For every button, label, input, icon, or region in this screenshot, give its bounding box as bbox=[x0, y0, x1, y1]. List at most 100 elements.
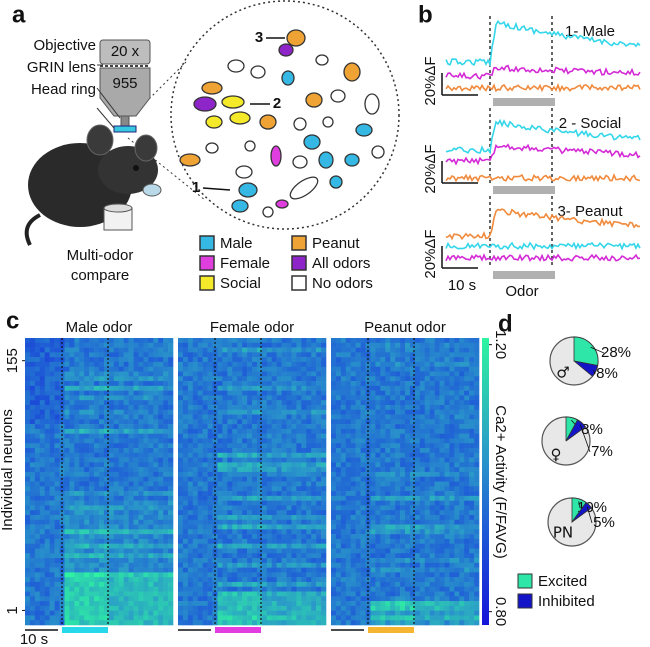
heatmap-cell bbox=[321, 348, 326, 353]
heatmap-cell bbox=[430, 348, 435, 353]
heatmap-cell bbox=[415, 486, 420, 491]
heatmap-cell bbox=[287, 391, 292, 396]
heatmap-cell bbox=[163, 352, 168, 357]
heatmap-cell bbox=[79, 515, 84, 520]
heatmap-cell bbox=[45, 548, 50, 553]
heatmap-cell bbox=[380, 501, 385, 506]
heatmap-cell bbox=[316, 611, 321, 616]
heatmap-cell bbox=[168, 582, 173, 587]
heatmap-cell bbox=[474, 534, 479, 539]
heatmap-cell bbox=[188, 419, 193, 424]
heatmap-cell bbox=[252, 582, 257, 587]
heatmap-cell bbox=[415, 410, 420, 415]
heatmap-cell bbox=[25, 592, 30, 597]
heatmap-cell bbox=[444, 348, 449, 353]
heatmap-cell bbox=[227, 505, 232, 510]
heatmap-cell bbox=[227, 587, 232, 592]
heatmap-cell bbox=[222, 453, 227, 458]
heatmap-cell bbox=[64, 443, 69, 448]
heatmap-cell bbox=[296, 505, 301, 510]
heatmap-cell bbox=[440, 343, 445, 348]
heatmap-cell bbox=[380, 486, 385, 491]
heatmap-cell bbox=[247, 482, 252, 487]
heatmap-cell bbox=[217, 367, 222, 372]
heatmap-cell bbox=[405, 348, 410, 353]
heatmap-cell bbox=[336, 462, 341, 467]
heatmap-cell bbox=[45, 496, 50, 501]
heatmap-cell bbox=[178, 501, 183, 506]
heatmap-cell bbox=[158, 343, 163, 348]
heatmap-cell bbox=[262, 558, 267, 563]
heatmap-cell bbox=[119, 486, 124, 491]
heatmap-cell bbox=[222, 505, 227, 510]
heatmap-cell bbox=[217, 348, 222, 353]
heatmap-cell bbox=[138, 443, 143, 448]
heatmap-cell bbox=[351, 362, 356, 367]
heatmap-cell bbox=[395, 482, 400, 487]
heatmap-cell bbox=[232, 534, 237, 539]
heatmap-cell bbox=[370, 386, 375, 391]
heatmap-cell bbox=[40, 395, 45, 400]
heatmap-cell bbox=[143, 539, 148, 544]
heatmap-cell bbox=[291, 496, 296, 501]
heatmap-cell bbox=[168, 572, 173, 577]
heatmap-cell bbox=[198, 371, 203, 376]
heatmap-cell bbox=[282, 615, 287, 620]
heatmap-cell bbox=[158, 592, 163, 597]
heatmap-cell bbox=[301, 568, 306, 573]
heatmap-cell bbox=[99, 348, 104, 353]
heatmap-cell bbox=[430, 395, 435, 400]
heatmap-cell bbox=[440, 438, 445, 443]
heatmap-cell bbox=[109, 568, 114, 573]
heatmap-cell bbox=[351, 539, 356, 544]
heatmap-cell bbox=[277, 443, 282, 448]
heatmap-cell bbox=[301, 371, 306, 376]
heatmap-cell bbox=[247, 496, 252, 501]
heatmap-cell bbox=[55, 362, 60, 367]
heatmap-cell bbox=[79, 362, 84, 367]
heatmap-cell bbox=[158, 529, 163, 534]
heatmap-cell bbox=[237, 505, 242, 510]
heatmap-cell bbox=[168, 391, 173, 396]
heatmap-cell bbox=[370, 539, 375, 544]
heatmap-cell bbox=[459, 352, 464, 357]
heatmap-cell bbox=[336, 443, 341, 448]
heatmap-cell bbox=[55, 367, 60, 372]
heatmap-cell bbox=[341, 400, 346, 405]
heatmap-cell bbox=[99, 405, 104, 410]
heatmap-cell bbox=[272, 558, 277, 563]
heatmap-cell bbox=[252, 482, 257, 487]
heatmap-cell bbox=[316, 434, 321, 439]
heatmap-cell bbox=[84, 458, 89, 463]
heatmap-cell bbox=[375, 352, 380, 357]
heatmap-cell bbox=[375, 505, 380, 510]
heatmap-cell bbox=[222, 367, 227, 372]
heatmap-cell bbox=[321, 381, 326, 386]
heatmap-cell bbox=[188, 491, 193, 496]
heatmap-cell bbox=[55, 462, 60, 467]
heatmap-cell bbox=[385, 395, 390, 400]
heatmap-cell bbox=[217, 525, 222, 530]
heatmap-cell bbox=[474, 462, 479, 467]
heatmap-cell bbox=[158, 371, 163, 376]
heatmap-cell bbox=[50, 553, 55, 558]
heatmap-cell bbox=[316, 596, 321, 601]
heatmap-cell bbox=[321, 357, 326, 362]
heatmap-cell bbox=[316, 572, 321, 577]
heatmap-cell bbox=[193, 577, 198, 582]
heatmap-cell bbox=[247, 620, 252, 625]
heatmap-cell bbox=[45, 563, 50, 568]
heatmap-cell bbox=[30, 510, 35, 515]
heatmap-cell bbox=[390, 352, 395, 357]
heatmap-cell bbox=[45, 510, 50, 515]
heatmap-cell bbox=[321, 601, 326, 606]
heatmap-cell bbox=[114, 348, 119, 353]
heatmap-cell bbox=[109, 606, 114, 611]
heatmap-cell bbox=[109, 553, 114, 558]
heatmap-cell bbox=[267, 596, 272, 601]
heatmap-cell bbox=[316, 520, 321, 525]
heatmap-cell bbox=[153, 415, 158, 420]
heatmap-cell bbox=[395, 486, 400, 491]
heatmap-cell bbox=[405, 472, 410, 477]
heatmap-cell bbox=[277, 381, 282, 386]
